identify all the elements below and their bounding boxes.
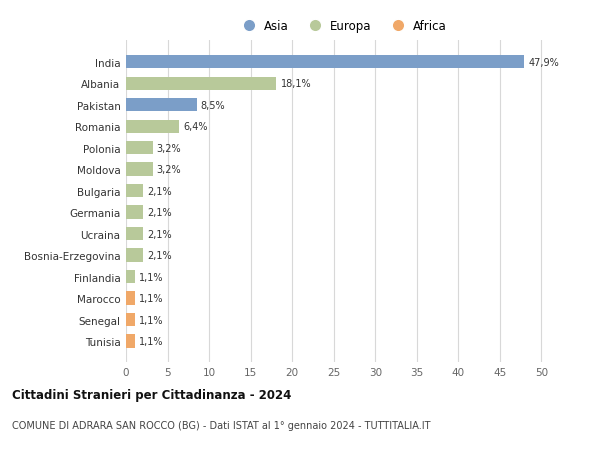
Bar (126, 292, 135, 305)
Bar (126, 335, 135, 348)
Bar (126, 185, 143, 198)
Bar (126, 270, 135, 284)
Text: 1,1%: 1,1% (139, 272, 164, 282)
Legend: Asia, Europa, Africa: Asia, Europa, Africa (232, 15, 452, 38)
Text: 3,2%: 3,2% (157, 143, 181, 153)
Bar (126, 228, 143, 241)
Text: 47,9%: 47,9% (528, 57, 559, 67)
Text: 8,5%: 8,5% (201, 101, 226, 111)
Text: COMUNE DI ADRARA SAN ROCCO (BG) - Dati ISTAT al 1° gennaio 2024 - TUTTITALIA.IT: COMUNE DI ADRARA SAN ROCCO (BG) - Dati I… (12, 420, 431, 430)
Text: 6,4%: 6,4% (184, 122, 208, 132)
Text: 1,1%: 1,1% (139, 293, 164, 303)
Bar (126, 120, 179, 134)
Text: 2,1%: 2,1% (148, 229, 172, 239)
Bar (126, 206, 143, 219)
Text: 2,1%: 2,1% (148, 207, 172, 218)
Bar (126, 249, 143, 262)
Bar (126, 78, 277, 91)
Text: 2,1%: 2,1% (148, 251, 172, 261)
Text: 2,1%: 2,1% (148, 186, 172, 196)
Bar (126, 163, 152, 176)
Text: 18,1%: 18,1% (281, 79, 311, 89)
Text: 1,1%: 1,1% (139, 315, 164, 325)
Bar (126, 56, 524, 69)
Text: 3,2%: 3,2% (157, 165, 181, 175)
Bar (126, 142, 152, 155)
Text: Cittadini Stranieri per Cittadinanza - 2024: Cittadini Stranieri per Cittadinanza - 2… (12, 388, 292, 401)
Bar (126, 313, 135, 326)
Text: 1,1%: 1,1% (139, 336, 164, 347)
Bar (126, 99, 197, 112)
